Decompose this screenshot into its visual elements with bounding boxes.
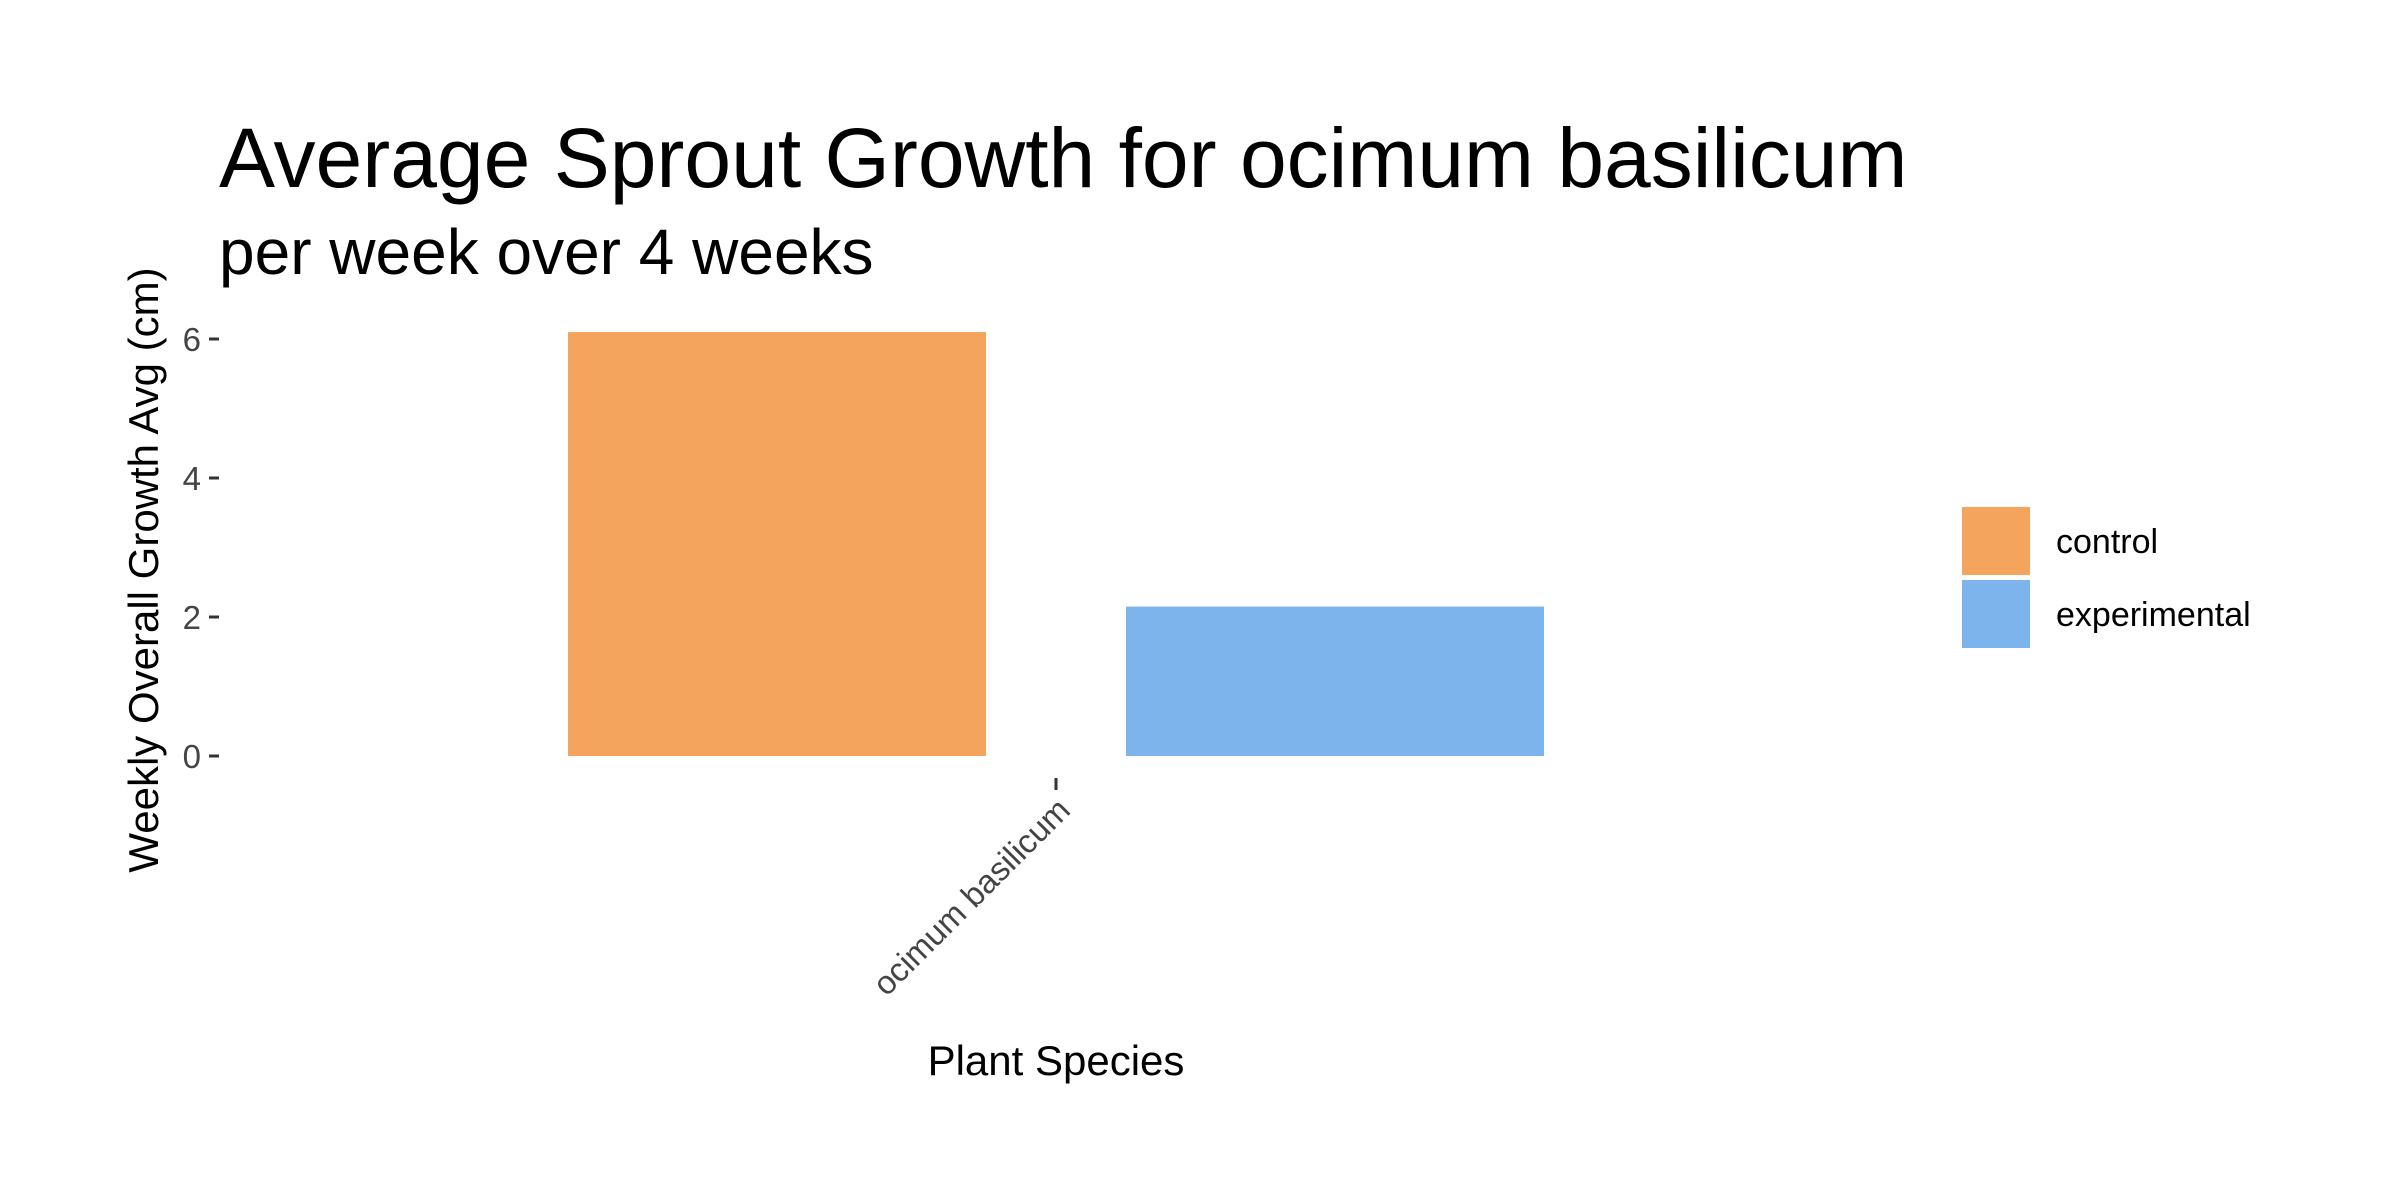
legend-key-control (1962, 507, 2030, 575)
bar-experimental (1126, 606, 1544, 756)
x-axis-title: Plant Species (928, 1037, 1185, 1084)
y-tick-label: 2 (183, 599, 201, 636)
x-tick-label: ocimum basilicum (865, 791, 1077, 1003)
chart-subtitle: per week over 4 weeks (219, 216, 874, 288)
plot-area: 0 2 4 6 ocimum basilicum (183, 321, 1544, 1002)
legend-label-control: control (2056, 523, 2158, 561)
y-tick-label: 0 (183, 738, 201, 775)
legend-key-experimental (1962, 580, 2030, 648)
y-tick-label: 4 (183, 460, 201, 497)
y-axis-title: Weekly Overall Growth Avg (cm) (120, 267, 167, 872)
legend-label-experimental: experimental (2056, 596, 2251, 634)
bar-control (568, 332, 986, 756)
y-tick-label: 6 (183, 321, 201, 358)
legend: control experimental (1962, 507, 2251, 648)
chart-title: Average Sprout Growth for ocimum basilic… (219, 111, 1907, 205)
